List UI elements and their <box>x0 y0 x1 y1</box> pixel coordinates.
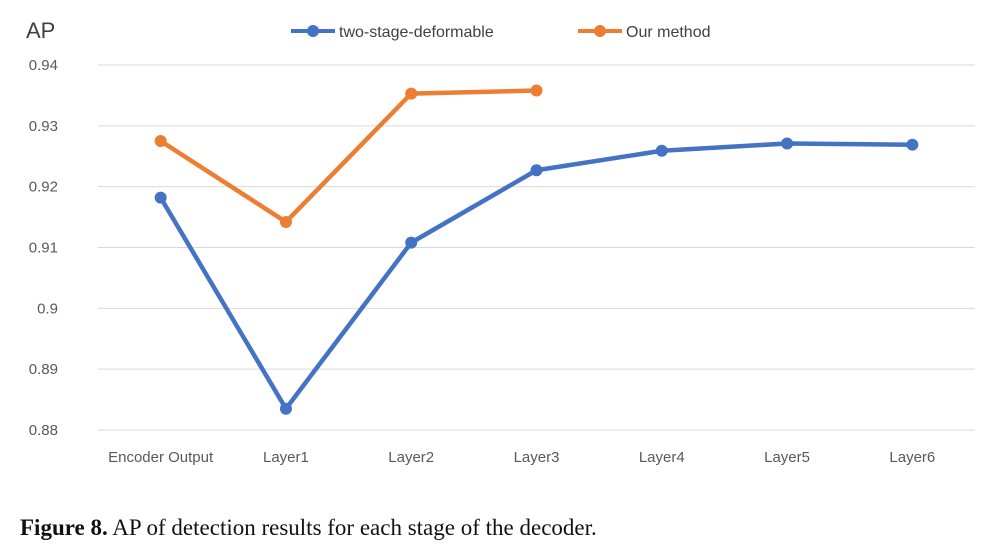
data-point-two-stage-deformable <box>530 164 543 177</box>
series-group <box>154 84 919 415</box>
data-point-two-stage-deformable <box>655 144 668 157</box>
legend-swatch-marker-two-stage-deformable <box>307 25 319 37</box>
data-point-two-stage-deformable <box>405 236 418 249</box>
legend: two-stage-deformable Our method <box>291 24 710 41</box>
line-chart: AP two-stage-deformable Our method 0.880.… <box>26 18 975 466</box>
legend-swatch-marker-our-method <box>594 25 606 37</box>
data-point-two-stage-deformable <box>154 191 167 204</box>
y-tick-label: 0.93 <box>29 118 58 135</box>
data-point-two-stage-deformable <box>906 138 919 151</box>
data-point-our-method <box>154 135 167 148</box>
y-tick-label: 0.92 <box>29 179 58 196</box>
data-point-our-method <box>405 87 418 100</box>
x-tick-label: Layer6 <box>889 449 935 466</box>
gridlines <box>98 64 975 431</box>
y-tick-label: 0.89 <box>29 361 58 378</box>
data-point-our-method <box>279 215 292 228</box>
data-point-our-method <box>530 84 543 97</box>
legend-label-two-stage-deformable: two-stage-deformable <box>339 24 494 41</box>
x-tick-label: Layer3 <box>514 449 560 466</box>
y-tick-labels: 0.88 0.89 0.9 0.91 0.92 0.93 0.94 <box>29 57 58 439</box>
data-point-two-stage-deformable <box>279 402 292 415</box>
x-tick-label: Layer1 <box>263 449 309 466</box>
y-tick-label: 0.91 <box>29 240 58 257</box>
y-axis-label: AP <box>26 18 55 43</box>
x-tick-label: Encoder Output <box>108 449 214 466</box>
y-tick-label: 0.9 <box>37 300 58 317</box>
x-tick-label: Layer2 <box>388 449 434 466</box>
caption-text: AP of detection results for each stage o… <box>112 515 597 540</box>
x-tick-label: Layer4 <box>639 449 685 466</box>
y-tick-label: 0.88 <box>29 422 58 439</box>
series-line-our-method <box>158 88 539 225</box>
figure-caption: Figure 8. AP of detection results for ea… <box>20 515 597 541</box>
legend-label-our-method: Our method <box>626 24 710 41</box>
x-tick-labels: Encoder Output Layer1 Layer2 Layer3 Layer4 La… <box>108 449 935 466</box>
y-tick-label: 0.94 <box>29 57 58 74</box>
data-point-two-stage-deformable <box>781 137 794 150</box>
x-tick-label: Layer5 <box>764 449 810 466</box>
caption-label: Figure 8. <box>20 515 108 540</box>
